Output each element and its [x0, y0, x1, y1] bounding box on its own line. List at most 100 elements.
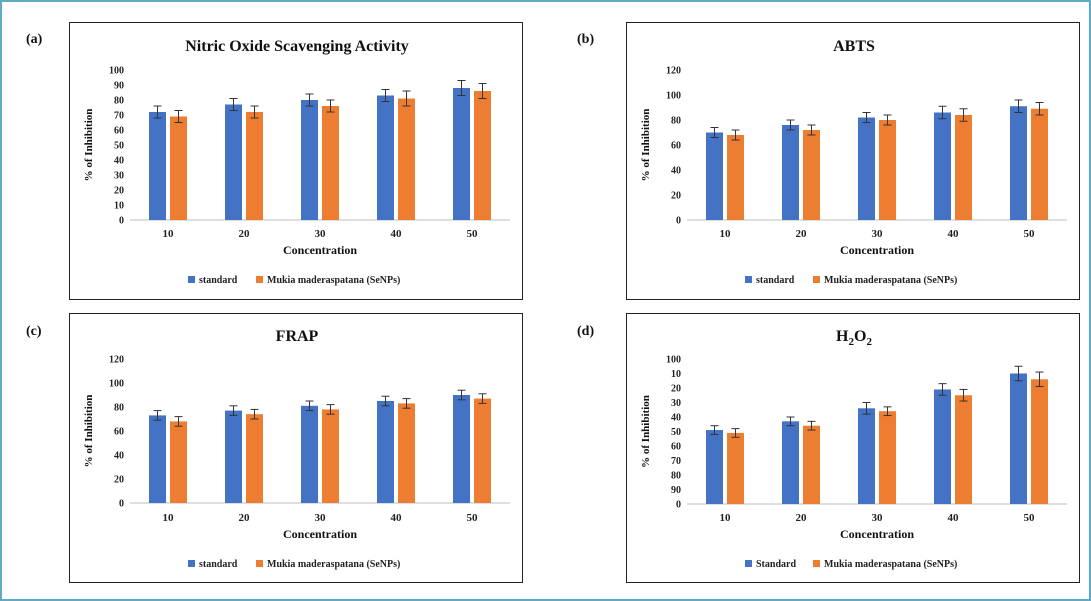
x-tick-label: 40 [391, 512, 403, 524]
x-tick-label: 20 [239, 512, 251, 524]
legend-swatch-standard [745, 560, 752, 567]
chart-h2o2: H2O2 0 90 80 70 60 50 40 30 20 10 100% of Inhibitio… [626, 313, 1080, 583]
y-axis-label: % of Inhibition [83, 395, 95, 468]
bar-standard [1010, 373, 1027, 504]
chart-title-subscript: 2 [866, 336, 872, 348]
bar-standard [149, 112, 166, 220]
chart-title-part: H [836, 328, 849, 345]
legend-swatch-standard [188, 276, 195, 283]
x-axis-label: Concentration [840, 243, 914, 257]
chart-frap: FRAP 0 20 40 60 80 100 120 % of Inhibition 10 20 30… [69, 313, 523, 583]
x-axis-label: Concentration [840, 527, 914, 541]
legend-label-senps: Mukia maderaspatana (SeNPs) [824, 275, 957, 286]
bar-senps [398, 403, 415, 503]
bar-standard [225, 104, 242, 220]
bar-standard [377, 95, 394, 220]
y-tick-label: 50 [671, 427, 681, 438]
bar-standard [782, 125, 799, 220]
x-axis-label: Concentration [283, 243, 357, 257]
legend-swatch-senps [256, 276, 263, 283]
y-tick-label: 20 [671, 191, 681, 202]
legend-swatch-senps [813, 560, 820, 567]
legend-label-standard: standard [199, 559, 238, 570]
y-tick-label: 0 [676, 216, 681, 227]
x-tick-label: 40 [948, 512, 960, 524]
y-tick-label: 120 [109, 355, 124, 366]
y-tick-label: 20 [114, 186, 124, 197]
y-tick-label: 80 [671, 116, 681, 127]
y-tick-label: 0 [676, 500, 681, 511]
bar-senps [727, 135, 744, 220]
y-tick-label: 80 [114, 403, 124, 414]
x-tick-label: 50 [1024, 228, 1036, 240]
y-tick-label: 20 [114, 475, 124, 486]
chart-svg: FRAP 0 20 40 60 80 100 120 % of Inhibition 10 20 30… [83, 328, 510, 570]
x-tick-label: 30 [315, 512, 327, 524]
bar-standard [149, 415, 166, 503]
legend-label-standard: standard [199, 275, 238, 286]
y-axis-label: % of Inhibition [83, 109, 95, 182]
y-tick-label: 60 [671, 442, 681, 453]
x-tick-label: 50 [1024, 512, 1036, 524]
y-tick-label: 100 [666, 355, 681, 366]
legend-label-senps: Mukia maderaspatana (SeNPs) [267, 275, 400, 286]
bar-standard [706, 430, 723, 504]
y-tick-label: 100 [109, 379, 124, 390]
bar-standard [858, 408, 875, 504]
bar-standard [782, 421, 799, 504]
chart-title: H2O2 [836, 328, 872, 348]
y-tick-label: 80 [114, 96, 124, 107]
bar-senps [803, 130, 820, 220]
bar-senps [1031, 379, 1048, 504]
legend-swatch-senps [256, 560, 263, 567]
y-tick-label: 30 [671, 398, 681, 409]
chart-abts: ABTS 0 20 40 60 80 100 120 % of Inhibition 10 20 30… [626, 22, 1080, 300]
y-tick-label: 10 [671, 369, 681, 380]
y-tick-label: 90 [114, 81, 124, 92]
chart-title: Nitric Oxide Scavenging Activity [185, 38, 409, 55]
x-tick-label: 30 [315, 228, 327, 240]
x-tick-label: 30 [872, 228, 884, 240]
legend-swatch-senps [813, 276, 820, 283]
x-tick-label: 40 [948, 228, 960, 240]
bar-senps [879, 411, 896, 504]
chart-title: ABTS [833, 38, 875, 55]
x-tick-label: 20 [796, 512, 808, 524]
x-tick-label: 20 [796, 228, 808, 240]
panel-label-a: (a) [26, 32, 43, 47]
bar-standard [301, 100, 318, 220]
y-axis-label: % of Inhibition [640, 395, 652, 468]
y-tick-label: 40 [671, 413, 681, 424]
y-tick-label: 60 [114, 126, 124, 137]
chart-title-part: O [854, 328, 866, 345]
bar-senps [474, 398, 491, 503]
panel-label-c: (c) [26, 324, 42, 339]
y-tick-label: 50 [114, 141, 124, 152]
bar-standard [934, 112, 951, 220]
bar-standard [1010, 106, 1027, 220]
x-tick-label: 10 [720, 512, 732, 524]
x-axis-label: Concentration [283, 527, 357, 541]
bar-standard [858, 117, 875, 220]
y-tick-label: 80 [671, 471, 681, 482]
y-axis-label: % of Inhibition [640, 109, 652, 182]
panel-label-d: (d) [577, 324, 595, 339]
chart-svg: ABTS 0 20 40 60 80 100 120 % of Inhibition 10 20 30… [640, 38, 1067, 286]
x-tick-label: 50 [467, 512, 479, 524]
bar-senps [322, 106, 339, 220]
panel-label-b: (b) [577, 32, 595, 47]
chart-title-subscript: 2 [849, 336, 855, 348]
bar-standard [453, 88, 470, 220]
legend-label-senps: Mukia maderaspatana (SeNPs) [824, 559, 957, 570]
bar-standard [453, 395, 470, 503]
x-tick-label: 10 [163, 228, 175, 240]
y-tick-label: 40 [671, 166, 681, 177]
bar-senps [727, 432, 744, 504]
y-tick-label: 10 [114, 201, 124, 212]
chart-nitric-oxide: Nitric Oxide Scavenging Activity 0 10 20 30 4… [69, 22, 523, 300]
bar-senps [246, 414, 263, 503]
bar-senps [322, 409, 339, 503]
bar-senps [474, 91, 491, 220]
